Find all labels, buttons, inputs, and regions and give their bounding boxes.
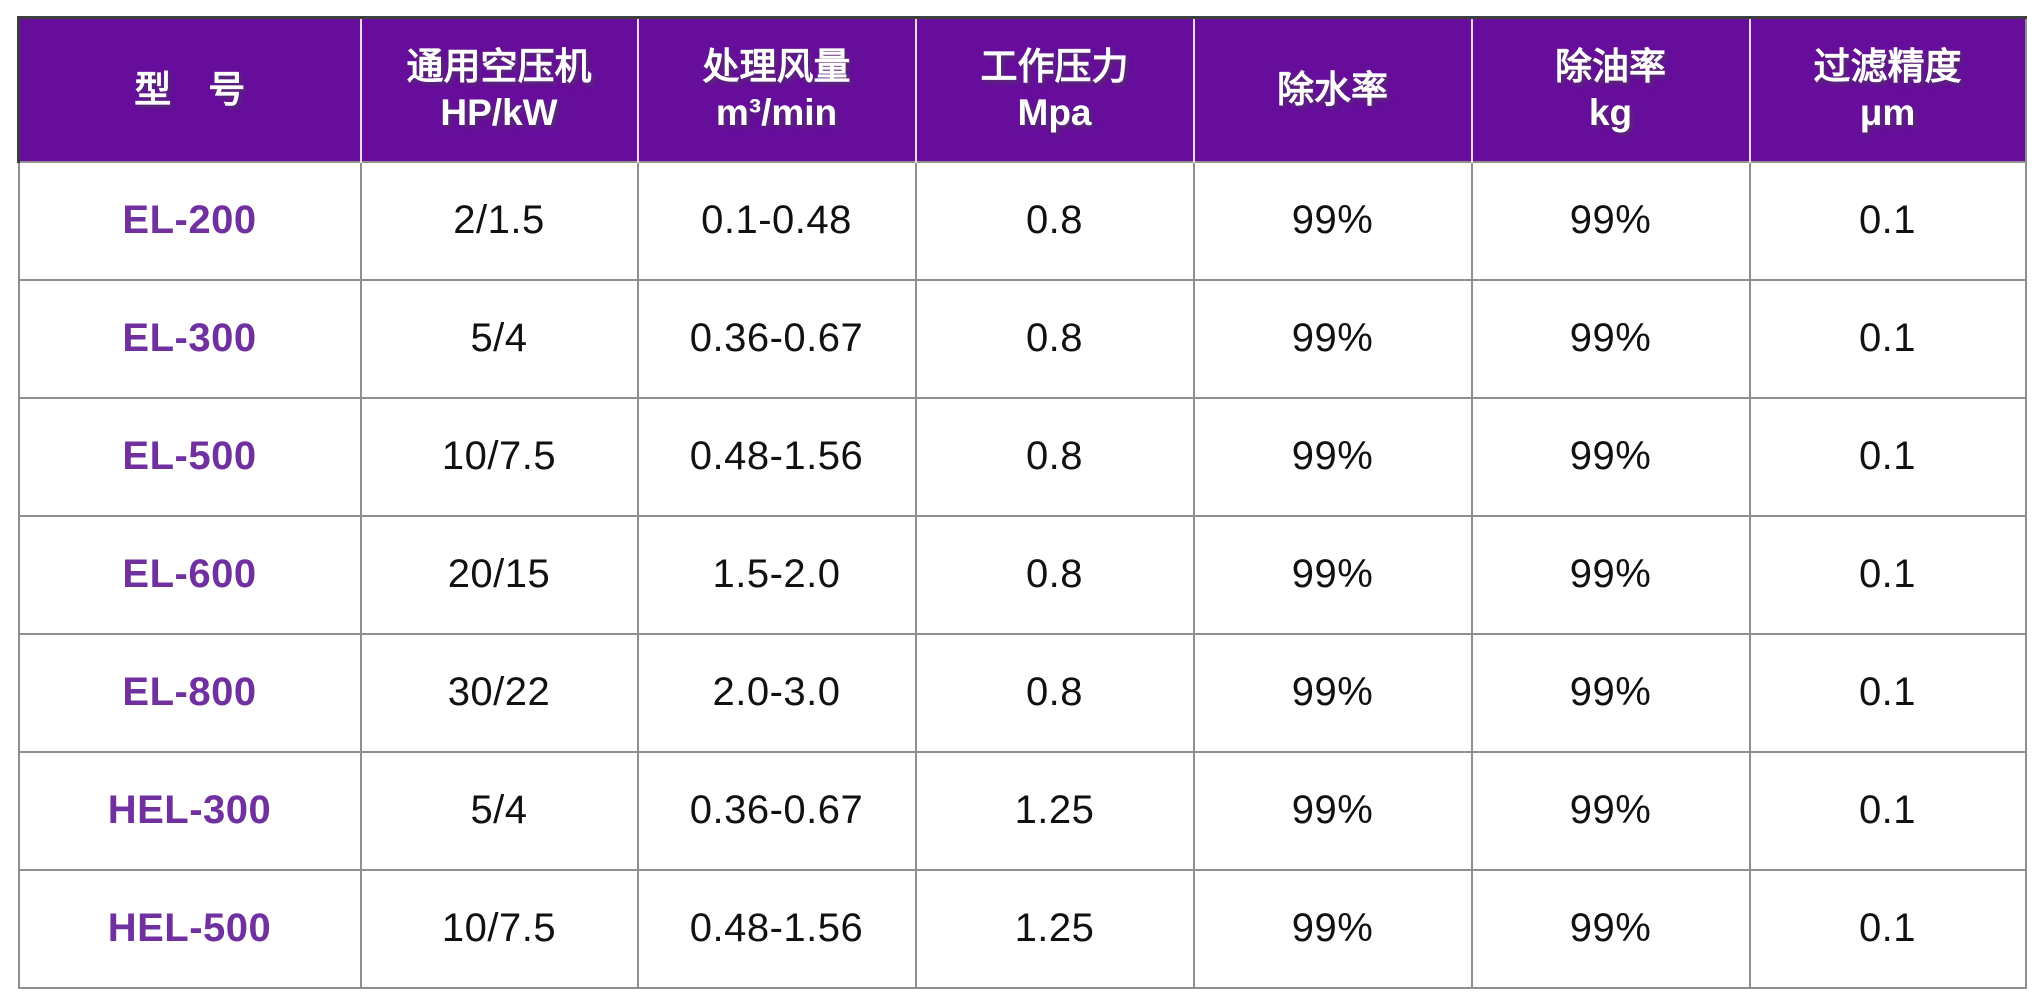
oil-removal-cell: 99% [1470, 278, 1751, 399]
header-flow-title: 处理风量 [702, 45, 851, 87]
compressor-cell: 30/22 [359, 632, 639, 753]
filtration-cell: 0.1 [1748, 278, 2027, 399]
header-water-removal: 除水率 [1192, 16, 1472, 162]
flow-cell: 2.0-3.0 [636, 632, 917, 753]
table-row: EL-200 2/1.5 0.1-0.48 0.8 99% 99% 0.1 [17, 160, 2027, 281]
model-cell: EL-300 [17, 278, 362, 399]
filtration-cell: 0.1 [1748, 160, 2027, 281]
model-cell: EL-800 [17, 632, 362, 753]
oil-removal-cell: 99% [1470, 396, 1751, 517]
pressure-cell: 0.8 [914, 278, 1195, 399]
header-oil-removal-unit: kg [1588, 91, 1633, 133]
table-row: EL-500 10/7.5 0.48-1.56 0.8 99% 99% 0.1 [17, 396, 2027, 517]
header-compressor-unit: HP/kW [440, 91, 558, 133]
pressure-cell: 0.8 [914, 514, 1195, 635]
pressure-cell: 1.25 [914, 750, 1195, 871]
header-filtration-title: 过滤精度 [1813, 45, 1962, 87]
header-model: 型 号 [17, 16, 361, 162]
header-oil-removal-title: 除油率 [1555, 45, 1666, 87]
header-compressor: 通用空压机 HP/kW [359, 16, 638, 162]
header-pressure: 工作压力 Mpa [914, 16, 1194, 162]
oil-removal-cell: 99% [1470, 868, 1751, 989]
table-row: HEL-500 10/7.5 0.48-1.56 1.25 99% 99% 0.… [17, 868, 2027, 989]
pressure-cell: 0.8 [914, 160, 1195, 281]
table-row: EL-800 30/22 2.0-3.0 0.8 99% 99% 0.1 [17, 632, 2027, 753]
flow-cell: 0.36-0.67 [636, 278, 917, 399]
header-pressure-title: 工作压力 [980, 45, 1129, 87]
water-removal-cell: 99% [1192, 868, 1473, 989]
table-body: EL-200 2/1.5 0.1-0.48 0.8 99% 99% 0.1 EL… [17, 160, 2027, 989]
table-row: EL-300 5/4 0.36-0.67 0.8 99% 99% 0.1 [17, 278, 2027, 399]
header-water-removal-title: 除水率 [1277, 68, 1388, 110]
header-oil-removal: 除油率 kg [1470, 16, 1750, 162]
table-header: 型 号 通用空压机 HP/kW 处理风量 m³/min 工作压力 [17, 16, 2027, 162]
oil-removal-cell: 99% [1470, 160, 1751, 281]
water-removal-cell: 99% [1192, 278, 1473, 399]
flow-cell: 0.36-0.67 [636, 750, 917, 871]
air-filter-spec-table: 型 号 通用空压机 HP/kW 处理风量 m³/min 工作压力 [17, 16, 2027, 989]
header-flow-unit: m³/min [715, 91, 838, 133]
water-removal-cell: 99% [1192, 514, 1473, 635]
pressure-cell: 0.8 [914, 632, 1195, 753]
model-cell: EL-600 [17, 514, 362, 635]
water-removal-cell: 99% [1192, 632, 1473, 753]
filtration-cell: 0.1 [1748, 750, 2027, 871]
water-removal-cell: 99% [1192, 750, 1473, 871]
header-flow: 处理风量 m³/min [636, 16, 916, 162]
oil-removal-cell: 99% [1470, 514, 1751, 635]
compressor-cell: 20/15 [359, 514, 639, 635]
pressure-cell: 1.25 [914, 868, 1195, 989]
header-filtration: 过滤精度 μm [1748, 16, 2027, 162]
compressor-cell: 2/1.5 [359, 160, 639, 281]
oil-removal-cell: 99% [1470, 632, 1751, 753]
header-compressor-title: 通用空压机 [406, 45, 592, 87]
header-model-title: 型 号 [134, 68, 246, 110]
table-row: EL-600 20/15 1.5-2.0 0.8 99% 99% 0.1 [17, 514, 2027, 635]
flow-cell: 1.5-2.0 [636, 514, 917, 635]
model-cell: EL-200 [17, 160, 362, 281]
filtration-cell: 0.1 [1748, 632, 2027, 753]
model-cell: HEL-500 [17, 868, 362, 989]
flow-cell: 0.48-1.56 [636, 868, 917, 989]
flow-cell: 0.48-1.56 [636, 396, 917, 517]
filtration-cell: 0.1 [1748, 514, 2027, 635]
table-row: HEL-300 5/4 0.36-0.67 1.25 99% 99% 0.1 [17, 750, 2027, 871]
filtration-cell: 0.1 [1748, 868, 2027, 989]
compressor-cell: 5/4 [359, 750, 639, 871]
header-pressure-unit: Mpa [1017, 91, 1092, 133]
water-removal-cell: 99% [1192, 396, 1473, 517]
header-row: 型 号 通用空压机 HP/kW 处理风量 m³/min 工作压力 [17, 16, 2027, 162]
pressure-cell: 0.8 [914, 396, 1195, 517]
model-cell: HEL-300 [17, 750, 362, 871]
water-removal-cell: 99% [1192, 160, 1473, 281]
header-filtration-unit: μm [1859, 91, 1916, 133]
compressor-cell: 10/7.5 [359, 396, 639, 517]
flow-cell: 0.1-0.48 [636, 160, 917, 281]
compressor-cell: 5/4 [359, 278, 639, 399]
oil-removal-cell: 99% [1470, 750, 1751, 871]
filtration-cell: 0.1 [1748, 396, 2027, 517]
model-cell: EL-500 [17, 396, 362, 517]
compressor-cell: 10/7.5 [359, 868, 639, 989]
